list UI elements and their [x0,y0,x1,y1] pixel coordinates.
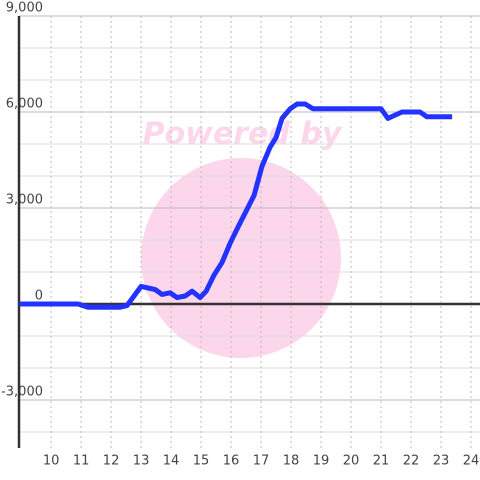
y-tick-label: 6,000 [6,97,43,112]
x-tick-label: 24 [463,454,480,469]
x-tick-label: 16 [223,454,240,469]
x-tick-label: 20 [343,454,360,469]
y-tick-label: 9,000 [6,1,43,16]
x-tick-label: 22 [403,454,420,469]
y-tick-label: 3,000 [6,193,43,208]
x-tick-label: 10 [43,454,60,469]
x-tick-label: 12 [103,454,120,469]
x-tick-label: 18 [283,454,300,469]
x-tick-label: 15 [193,454,210,469]
watermark: Powered by [143,117,343,152]
y-tick-label: -3,000 [1,385,43,400]
x-tick-label: 19 [313,454,330,469]
x-tick-label: 17 [253,454,270,469]
x-tick-label: 23 [433,454,450,469]
x-tick-label: 21 [373,454,390,469]
x-tick-label: 13 [133,454,150,469]
line [19,101,453,310]
x-tick-label: 14 [163,454,180,469]
x-tick-label: 11 [73,454,90,469]
y-tick-label: 0 [35,289,43,304]
